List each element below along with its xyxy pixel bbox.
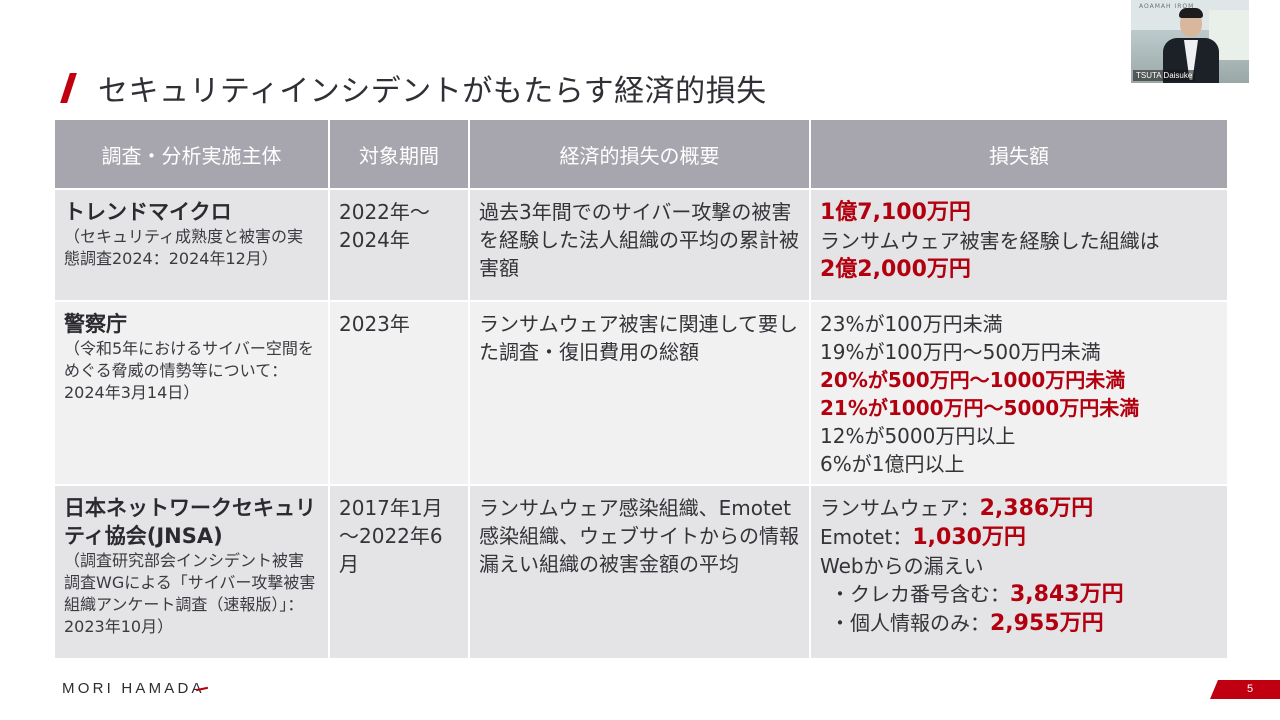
company-logo: MORI HAMADA — [62, 680, 208, 697]
loss-bracket: 6%が1億円以上 — [820, 452, 965, 476]
page-number: 5 — [1246, 683, 1254, 695]
loss-value: 1億7,100万円 — [820, 200, 971, 225]
slide-title: セキュリティインシデントがもたらす経済的損失 — [98, 74, 767, 109]
cell-organization: 警察庁 （令和5年におけるサイバー空間をめぐる脅威の情勢等について：2024年3… — [53, 300, 330, 486]
org-source: （令和5年におけるサイバー空間をめぐる脅威の情勢等について：2024年3月14日… — [64, 339, 314, 402]
company-logo-text: MORI HAMADA — [62, 680, 205, 697]
loss-bracket: 19%が100万円～500万円未満 — [820, 340, 1101, 364]
video-background-logo: AOAMAH IROM — [1139, 3, 1195, 10]
cell-loss: ランサムウェア：2,386万円 Emotet：1,030万円 Webからの漏えい… — [809, 484, 1229, 660]
cell-summary: ランサムウェア被害に関連して要した調査・復旧費用の総額 — [468, 300, 811, 486]
title-slash-icon — [62, 73, 76, 103]
loss-web-label: Webからの漏えい — [820, 554, 984, 578]
loss-bracket: 23%が100万円未満 — [820, 312, 1003, 336]
loss-label: Emotet： — [820, 525, 913, 549]
economic-loss-table: 調査・分析実施主体 対象期間 経済的損失の概要 損失額 トレンドマイクロ （セキ… — [53, 118, 1229, 660]
loss-value: 2,386万円 — [979, 496, 1094, 521]
table-header-row: 調査・分析実施主体 対象期間 経済的損失の概要 損失額 — [53, 118, 1229, 190]
loss-bracket-highlight: 21%が1000万円～5000万円未満 — [820, 396, 1140, 420]
loss-value: 1,030万円 — [912, 525, 1026, 550]
page-number-badge: 5 — [1210, 680, 1280, 699]
org-name: トレンドマイクロ — [64, 200, 232, 224]
cell-loss: 1億7,100万円 ランサムウェア被害を経験した組織は 2億2,000万円 — [809, 188, 1229, 302]
header-loss-amount: 損失額 — [809, 118, 1229, 190]
loss-personal-info: ・個人情報のみ：2,955万円 — [820, 609, 1218, 638]
loss-bracket-highlight: 20%が500万円～1000万円未満 — [820, 368, 1126, 392]
cell-period: 2022年～2024年 — [328, 188, 470, 302]
loss-text: ランサムウェア被害を経験した組織は — [820, 229, 1160, 253]
loss-value: 3,843万円 — [1010, 582, 1124, 607]
loss-value: 2,955万円 — [990, 611, 1104, 636]
org-source: （セキュリティ成熟度と被害の実態調査2024：2024年12月） — [64, 227, 304, 268]
table-row: トレンドマイクロ （セキュリティ成熟度と被害の実態調査2024：2024年12月… — [53, 188, 1229, 302]
loss-label: ランサムウェア： — [820, 496, 980, 520]
slide-title-bar: セキュリティインシデントがもたらす経済的損失 — [62, 66, 767, 110]
cell-loss: 23%が100万円未満 19%が100万円～500万円未満 20%が500万円～… — [809, 300, 1229, 486]
cell-organization: 日本ネットワークセキュリティ協会(JNSA) （調査研究部会インシデント被害調査… — [53, 484, 330, 660]
loss-emotet: Emotet：1,030万円 — [820, 523, 1218, 552]
table-row: 警察庁 （令和5年におけるサイバー空間をめぐる脅威の情勢等について：2024年3… — [53, 300, 1229, 486]
cell-summary: ランサムウェア感染組織、Emotet感染組織、ウェブサイトからの情報漏えい組織の… — [468, 484, 811, 660]
header-organization: 調査・分析実施主体 — [53, 118, 330, 190]
cell-period: 2017年1月～2022年6月 — [328, 484, 470, 660]
cell-period: 2023年 — [328, 300, 470, 486]
speaker-video-thumbnail[interactable]: AOAMAH IROM TSUTA Daisuke — [1131, 0, 1249, 83]
loss-bracket: 12%が5000万円以上 — [820, 424, 1016, 448]
cell-organization: トレンドマイクロ （セキュリティ成熟度と被害の実態調査2024：2024年12月… — [53, 188, 330, 302]
speaker-hair — [1179, 8, 1203, 18]
org-name: 警察庁 — [64, 312, 127, 336]
participant-name: TSUTA Daisuke — [1133, 70, 1196, 81]
header-summary: 経済的損失の概要 — [468, 118, 811, 190]
org-source: （調査研究部会インシデント被害調査WGによる「サイバー攻撃被害組織アンケート調査… — [64, 551, 316, 636]
header-period: 対象期間 — [328, 118, 470, 190]
table-row: 日本ネットワークセキュリティ協会(JNSA) （調査研究部会インシデント被害調査… — [53, 484, 1229, 660]
loss-credit-card: ・クレカ番号含む：3,843万円 — [820, 580, 1218, 609]
loss-label: ・クレカ番号含む： — [830, 582, 1010, 606]
loss-label: ・個人情報のみ： — [830, 611, 990, 635]
loss-value: 2億2,000万円 — [820, 257, 971, 282]
org-name: 日本ネットワークセキュリティ協会(JNSA) — [64, 496, 316, 548]
cell-summary: 過去3年間でのサイバー攻撃の被害を経験した法人組織の平均の累計被害額 — [468, 188, 811, 302]
loss-ransomware: ランサムウェア：2,386万円 — [820, 494, 1218, 523]
